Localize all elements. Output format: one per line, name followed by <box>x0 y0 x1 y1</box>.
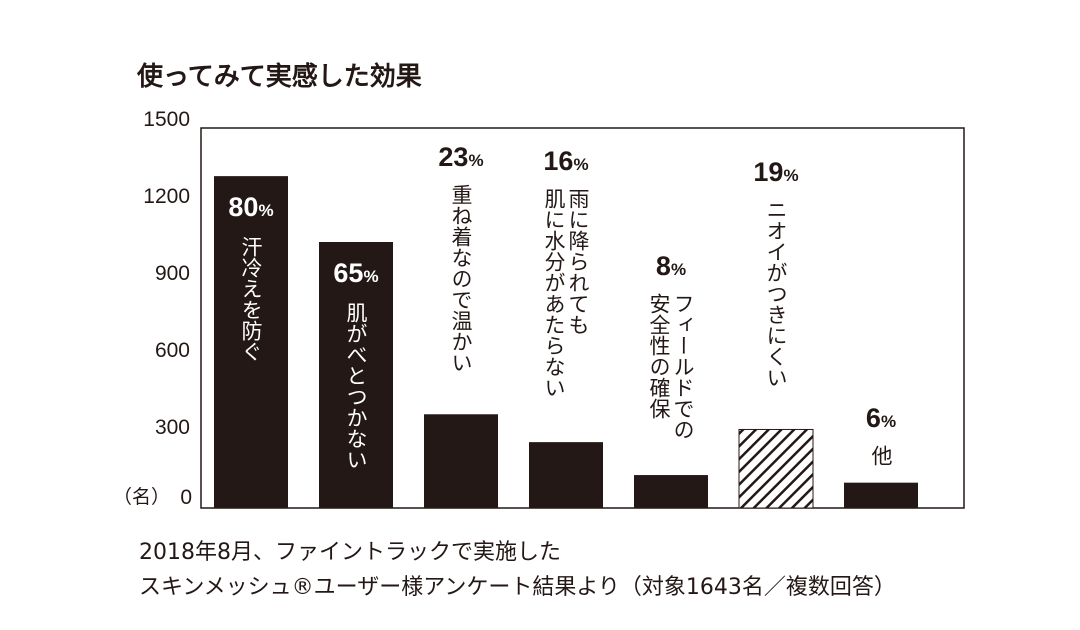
bar <box>319 242 393 508</box>
percent-value: 16 <box>543 146 574 177</box>
percent-value: 65 <box>333 258 364 288</box>
percent-value: 19 <box>753 157 784 188</box>
footnote-line-1: 2018年8月、ファイントラックで実施した <box>139 540 561 565</box>
percent-symbol: % <box>783 166 799 186</box>
category-label: フィールドでの 安全性の確保 <box>647 293 695 441</box>
percent-label: 23% <box>438 142 483 173</box>
bar <box>634 475 708 508</box>
y-tick-label: 300 <box>154 416 190 439</box>
bar <box>214 176 288 508</box>
percent-label: 19% <box>753 157 798 188</box>
category-label: 雨に降られても 肌に水分があたらない <box>542 188 590 399</box>
percent-value: 23 <box>438 142 469 173</box>
percent-symbol: % <box>880 411 897 431</box>
percent-symbol: % <box>468 151 484 171</box>
category-label: 他 <box>869 444 893 466</box>
category-label: 肌がべとつかない <box>344 302 368 470</box>
percent-label: 8% <box>656 251 686 282</box>
percent-symbol: % <box>573 155 589 175</box>
percent-value: 6 <box>865 402 881 433</box>
category-label: 汗冷えを防ぐ <box>239 236 263 363</box>
percent-label: 16% <box>543 146 588 177</box>
y-tick-label: 0 <box>180 486 192 509</box>
percent-symbol: % <box>670 260 687 280</box>
percent-symbol: % <box>258 201 274 221</box>
footnote-line-2: スキンメッシュ®ユーザー様アンケート結果より（対象1643名／複数回答） <box>139 575 896 600</box>
bar <box>529 442 603 508</box>
chart-title: 使ってみて実感した効果 <box>137 62 422 92</box>
percent-label: 6% <box>866 403 896 434</box>
percent-label: 80% <box>228 192 273 223</box>
y-axis-unit: （名） <box>113 486 171 508</box>
y-tick-label: 600 <box>154 339 190 362</box>
percent-value: 80 <box>228 192 259 223</box>
y-tick-label: 900 <box>154 262 190 285</box>
category-label: 重ね着なので温かい <box>449 184 473 374</box>
y-tick-label: 1500 <box>143 108 190 131</box>
percent-label: 65% <box>333 258 378 289</box>
percent-symbol: % <box>363 267 379 286</box>
bar <box>424 414 498 508</box>
bar <box>738 428 814 509</box>
percent-value: 8 <box>655 251 671 282</box>
y-tick-label: 1200 <box>143 185 190 208</box>
bar <box>844 482 918 508</box>
category-label: ニオイがつきにくい <box>764 199 788 389</box>
